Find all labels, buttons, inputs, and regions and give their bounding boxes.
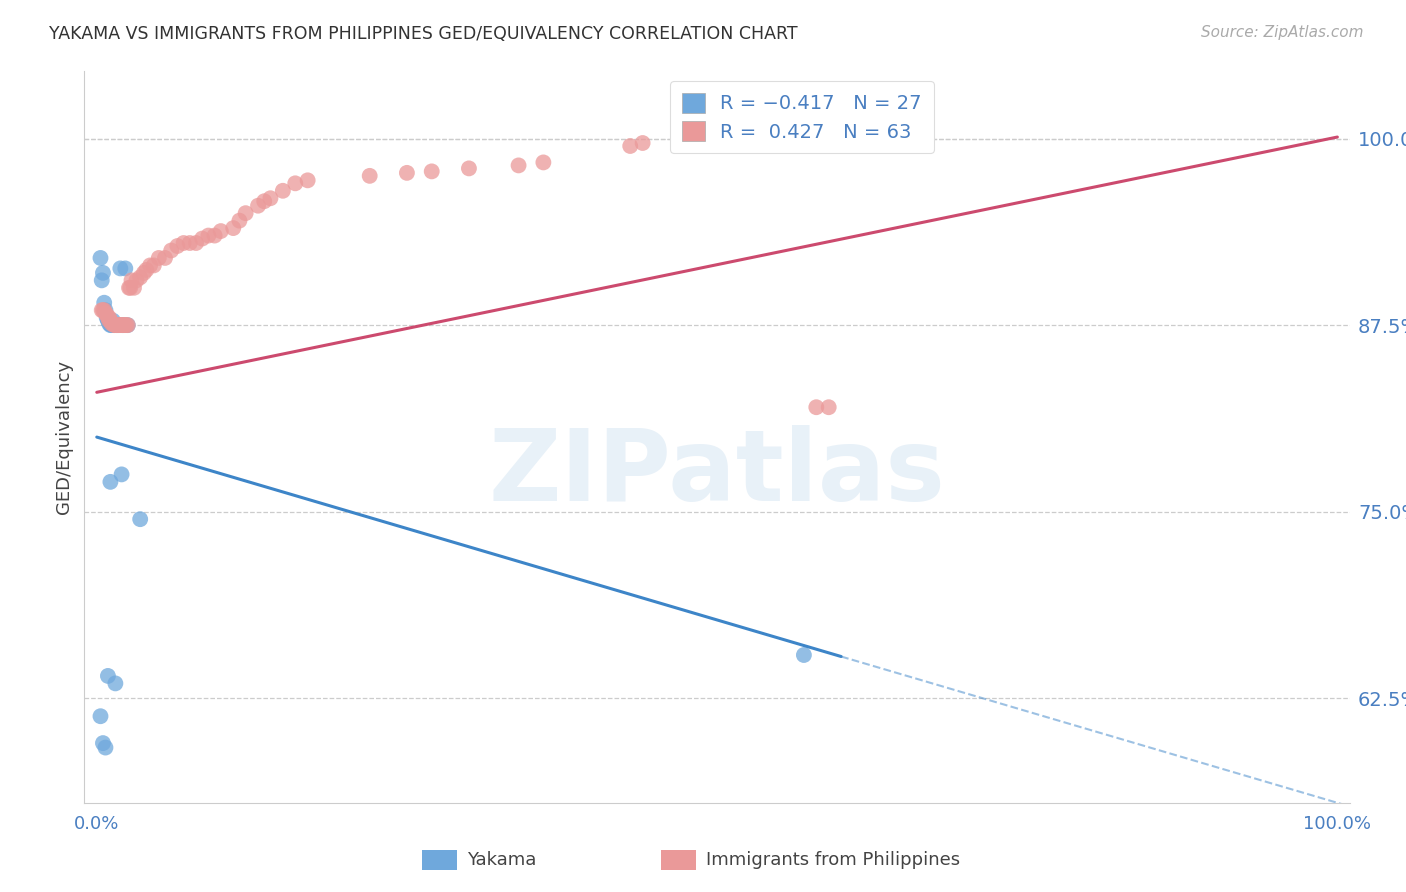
Point <box>135 263 157 277</box>
Text: Yakama: Yakama <box>467 851 536 869</box>
Point <box>101 317 124 331</box>
Point <box>103 318 125 332</box>
Point <box>259 191 281 205</box>
Point <box>817 401 839 415</box>
Point <box>90 303 112 318</box>
Point <box>91 736 114 750</box>
Point <box>89 251 111 265</box>
Point <box>153 251 176 265</box>
Point <box>100 313 122 327</box>
Point <box>253 194 276 209</box>
Point <box>114 261 136 276</box>
Point <box>100 318 122 332</box>
Point <box>420 164 443 178</box>
Point <box>793 648 815 662</box>
Point <box>179 235 201 250</box>
Point <box>247 199 270 213</box>
Point <box>96 308 118 322</box>
Point <box>103 318 125 332</box>
Point <box>132 266 155 280</box>
Point <box>97 669 120 683</box>
Point <box>105 318 128 332</box>
Point <box>110 318 132 332</box>
Point <box>117 318 139 332</box>
Point <box>112 318 135 332</box>
Point <box>89 709 111 723</box>
Point <box>100 317 122 331</box>
Point <box>101 313 124 327</box>
Point <box>107 318 129 332</box>
Point <box>107 318 129 332</box>
Text: Immigrants from Philippines: Immigrants from Philippines <box>706 851 960 869</box>
Point <box>395 166 418 180</box>
Point <box>94 303 117 318</box>
Text: Source: ZipAtlas.com: Source: ZipAtlas.com <box>1201 25 1364 40</box>
Point <box>139 259 162 273</box>
Point <box>631 136 654 150</box>
Text: 100.0%: 100.0% <box>1303 814 1371 833</box>
Point <box>94 306 117 320</box>
Text: 0.0%: 0.0% <box>75 814 120 833</box>
Point <box>108 318 131 332</box>
Point <box>117 318 139 332</box>
Point <box>97 310 120 325</box>
Point <box>90 273 112 287</box>
Point <box>98 310 121 325</box>
Y-axis label: GED/Equivalency: GED/Equivalency <box>55 360 73 514</box>
Text: YAKAMA VS IMMIGRANTS FROM PHILIPPINES GED/EQUIVALENCY CORRELATION CHART: YAKAMA VS IMMIGRANTS FROM PHILIPPINES GE… <box>49 25 797 43</box>
Point <box>111 318 134 332</box>
Point <box>91 303 114 318</box>
Point <box>359 169 381 183</box>
Point <box>129 512 152 526</box>
Point <box>209 224 232 238</box>
Point <box>173 235 195 250</box>
Point <box>531 155 554 169</box>
Point <box>508 158 530 172</box>
Point <box>98 313 121 327</box>
Legend: R = −0.417   N = 27, R =  0.427   N = 63: R = −0.417 N = 27, R = 0.427 N = 63 <box>669 81 934 153</box>
Point <box>104 318 127 332</box>
Point <box>115 318 138 332</box>
Point <box>104 676 127 690</box>
Point <box>98 317 121 331</box>
Point <box>111 318 134 332</box>
Point <box>806 401 828 415</box>
Point <box>122 281 145 295</box>
Point <box>110 261 132 276</box>
Point <box>166 239 188 253</box>
Point <box>271 184 294 198</box>
Point <box>93 303 115 318</box>
Point <box>121 273 143 287</box>
Point <box>129 270 152 285</box>
Point <box>125 273 148 287</box>
Point <box>96 310 118 325</box>
Point <box>142 259 165 273</box>
Point <box>191 231 214 245</box>
Point <box>93 295 115 310</box>
Point <box>120 281 142 295</box>
Point <box>619 139 641 153</box>
Point <box>184 235 207 250</box>
Point <box>110 318 132 332</box>
Point <box>91 266 114 280</box>
Point <box>94 740 117 755</box>
Point <box>100 475 122 489</box>
Point <box>118 281 141 295</box>
Point <box>235 206 257 220</box>
Point <box>105 318 128 332</box>
Text: ZIPatlas: ZIPatlas <box>489 425 945 522</box>
Point <box>160 244 183 258</box>
Point <box>197 228 219 243</box>
Point <box>284 177 307 191</box>
Point <box>204 228 226 243</box>
Point <box>297 173 319 187</box>
Point <box>228 213 250 227</box>
Point <box>100 318 122 332</box>
Point <box>148 251 170 265</box>
Point <box>97 313 120 327</box>
Point <box>458 161 481 176</box>
Point <box>110 467 132 482</box>
Point <box>114 318 136 332</box>
Point <box>222 221 245 235</box>
